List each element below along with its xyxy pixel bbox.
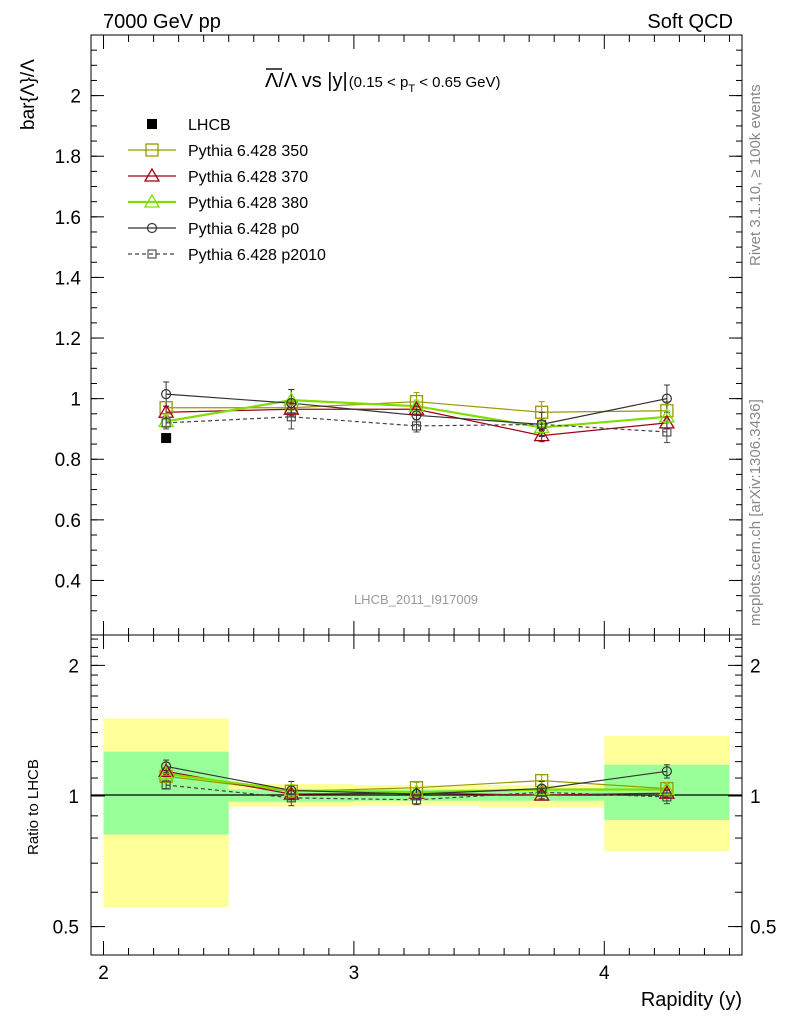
main-data-point — [283, 391, 300, 406]
header-category-label: Soft QCD — [647, 11, 733, 33]
main-data-point — [161, 433, 172, 444]
main-y-tick-label: 0.8 — [55, 450, 81, 471]
ratio-data-point — [286, 785, 297, 796]
ratio-x-ticks: 2 3 4 — [98, 635, 730, 984]
legend-entry-label: Pythia 6.428 370 — [188, 169, 308, 186]
main-data-point — [537, 419, 547, 429]
ratio-data-point — [411, 789, 422, 800]
ratio-panel: 0.5 0.5 1 1 2 2 2 3 4 Ratio to LHCB Rapidity (y… — [25, 634, 776, 1011]
main-y-tick-label: 0.4 — [55, 571, 82, 592]
ratio-data-point — [411, 795, 422, 805]
main-data-point — [161, 418, 171, 428]
main-data-point — [535, 405, 549, 419]
main-x-ticks — [103, 35, 730, 635]
legend-entry-label: Pythia 6.428 350 — [188, 143, 308, 160]
main-y-tick-label: 1.2 — [55, 329, 81, 350]
legend-entry-label: Pythia 6.428 380 — [188, 195, 308, 212]
mcplots-source-label: mcplots.cern.ch [arXiv:1306.3436] — [747, 399, 764, 626]
title-lambda-bar: Λ — [265, 70, 279, 92]
x-tick-label: 3 — [349, 963, 360, 984]
main-data-point — [408, 400, 425, 415]
ratio-frame — [90, 634, 743, 956]
title-kinematic-range: (0.15 < p — [349, 74, 409, 91]
x-tick-label: 2 — [98, 963, 109, 984]
ratio-y-tick-label-left: 2 — [68, 656, 79, 677]
main-y-tick-label: 2 — [70, 87, 81, 108]
main-data-point — [533, 427, 550, 442]
main-data-point — [658, 408, 676, 423]
ratio-data-point — [286, 793, 296, 803]
main-data-point — [161, 388, 172, 400]
main-data-point — [411, 421, 422, 431]
main-y-tick-label: 1.8 — [55, 147, 81, 168]
ratio-y-tick-label-right: 2 — [750, 656, 761, 677]
ratio-markers — [157, 761, 676, 805]
ratio-y-tick-label-left: 1 — [68, 787, 79, 808]
x-tick-label: 4 — [599, 963, 610, 984]
main-data-point — [661, 393, 672, 404]
main-y-tick-label: 1.4 — [55, 268, 82, 289]
ratio-data-point — [535, 773, 549, 788]
chart-title: Λ/Λ vs |y|(0.15 < pT < 0.65 GeV) — [265, 70, 501, 95]
main-panel: 0.4 0.6 0.8 1 1.2 1.4 1.6 1.8 2 Λ/Λ vs |y|(0.15 … — [18, 34, 743, 636]
main-y-tick-label: 1 — [70, 390, 81, 411]
legend-marker — [147, 249, 157, 259]
main-y-ticks: 0.4 0.6 0.8 1 1.2 1.4 1.6 1.8 2 — [55, 34, 742, 612]
ratio-data-point — [409, 781, 424, 795]
ratio-data-point — [157, 765, 175, 780]
header-energy-label: 7000 GeV pp — [103, 11, 221, 33]
title-main-text: /Λ vs |y| — [278, 70, 347, 92]
legend-marker — [147, 119, 157, 129]
legend-marker — [146, 222, 158, 234]
legend: LHCB Pythia 6.428 350 Pythia 6.428 370 Pyth… — [128, 117, 326, 264]
main-data-point — [286, 398, 297, 409]
ratio-y-ticks: 0.5 0.5 1 1 2 2 — [53, 638, 776, 939]
legend-entry-label: Pythia 6.428 p2010 — [188, 247, 326, 264]
title-pt-subscript: T — [408, 83, 415, 95]
main-data-point — [411, 410, 422, 421]
legend-marker — [143, 167, 161, 182]
main-markers — [157, 388, 676, 444]
legend-entry-label: Pythia 6.428 p0 — [188, 221, 299, 238]
ratio-data-point — [662, 792, 672, 802]
main-y-tick-label: 0.6 — [55, 511, 81, 532]
ratio-data-point — [658, 784, 676, 799]
main-data-point — [283, 400, 300, 415]
legend-marker — [145, 143, 159, 157]
rivet-version-label: Rivet 3.1.10, ≥ 100k events — [747, 84, 764, 266]
main-data-point — [286, 412, 296, 422]
title-kinematic-range-end: < 0.65 GeV) — [415, 74, 500, 91]
ratio-data-point — [537, 787, 547, 797]
main-y-axis-label: bar{Λ}/Λ — [18, 59, 39, 130]
main-y-tick-label: 1.6 — [55, 208, 81, 229]
analysis-watermark: LHCB_2011_I917009 — [354, 592, 478, 607]
legend-entry-label: LHCB — [188, 117, 231, 134]
main-plot-area — [91, 35, 742, 635]
ratio-y-axis-label: Ratio to LHCB — [25, 759, 42, 855]
ratio-data-point — [161, 780, 171, 790]
main-data-point — [409, 395, 424, 409]
main-data-point — [662, 427, 672, 437]
legend-marker — [143, 193, 161, 208]
ratio-data-point — [157, 763, 175, 777]
ratio-y-tick-label-right: 0.5 — [750, 918, 776, 939]
ratio-data-point — [661, 766, 672, 777]
main-data-point — [157, 403, 175, 418]
ratio-y-tick-label-right: 1 — [750, 787, 761, 808]
ratio-y-tick-label-left: 0.5 — [53, 918, 79, 939]
ratio-data-point — [161, 761, 172, 772]
ratio-data-point — [658, 781, 676, 796]
x-axis-label: Rapidity (y) — [641, 989, 742, 1011]
